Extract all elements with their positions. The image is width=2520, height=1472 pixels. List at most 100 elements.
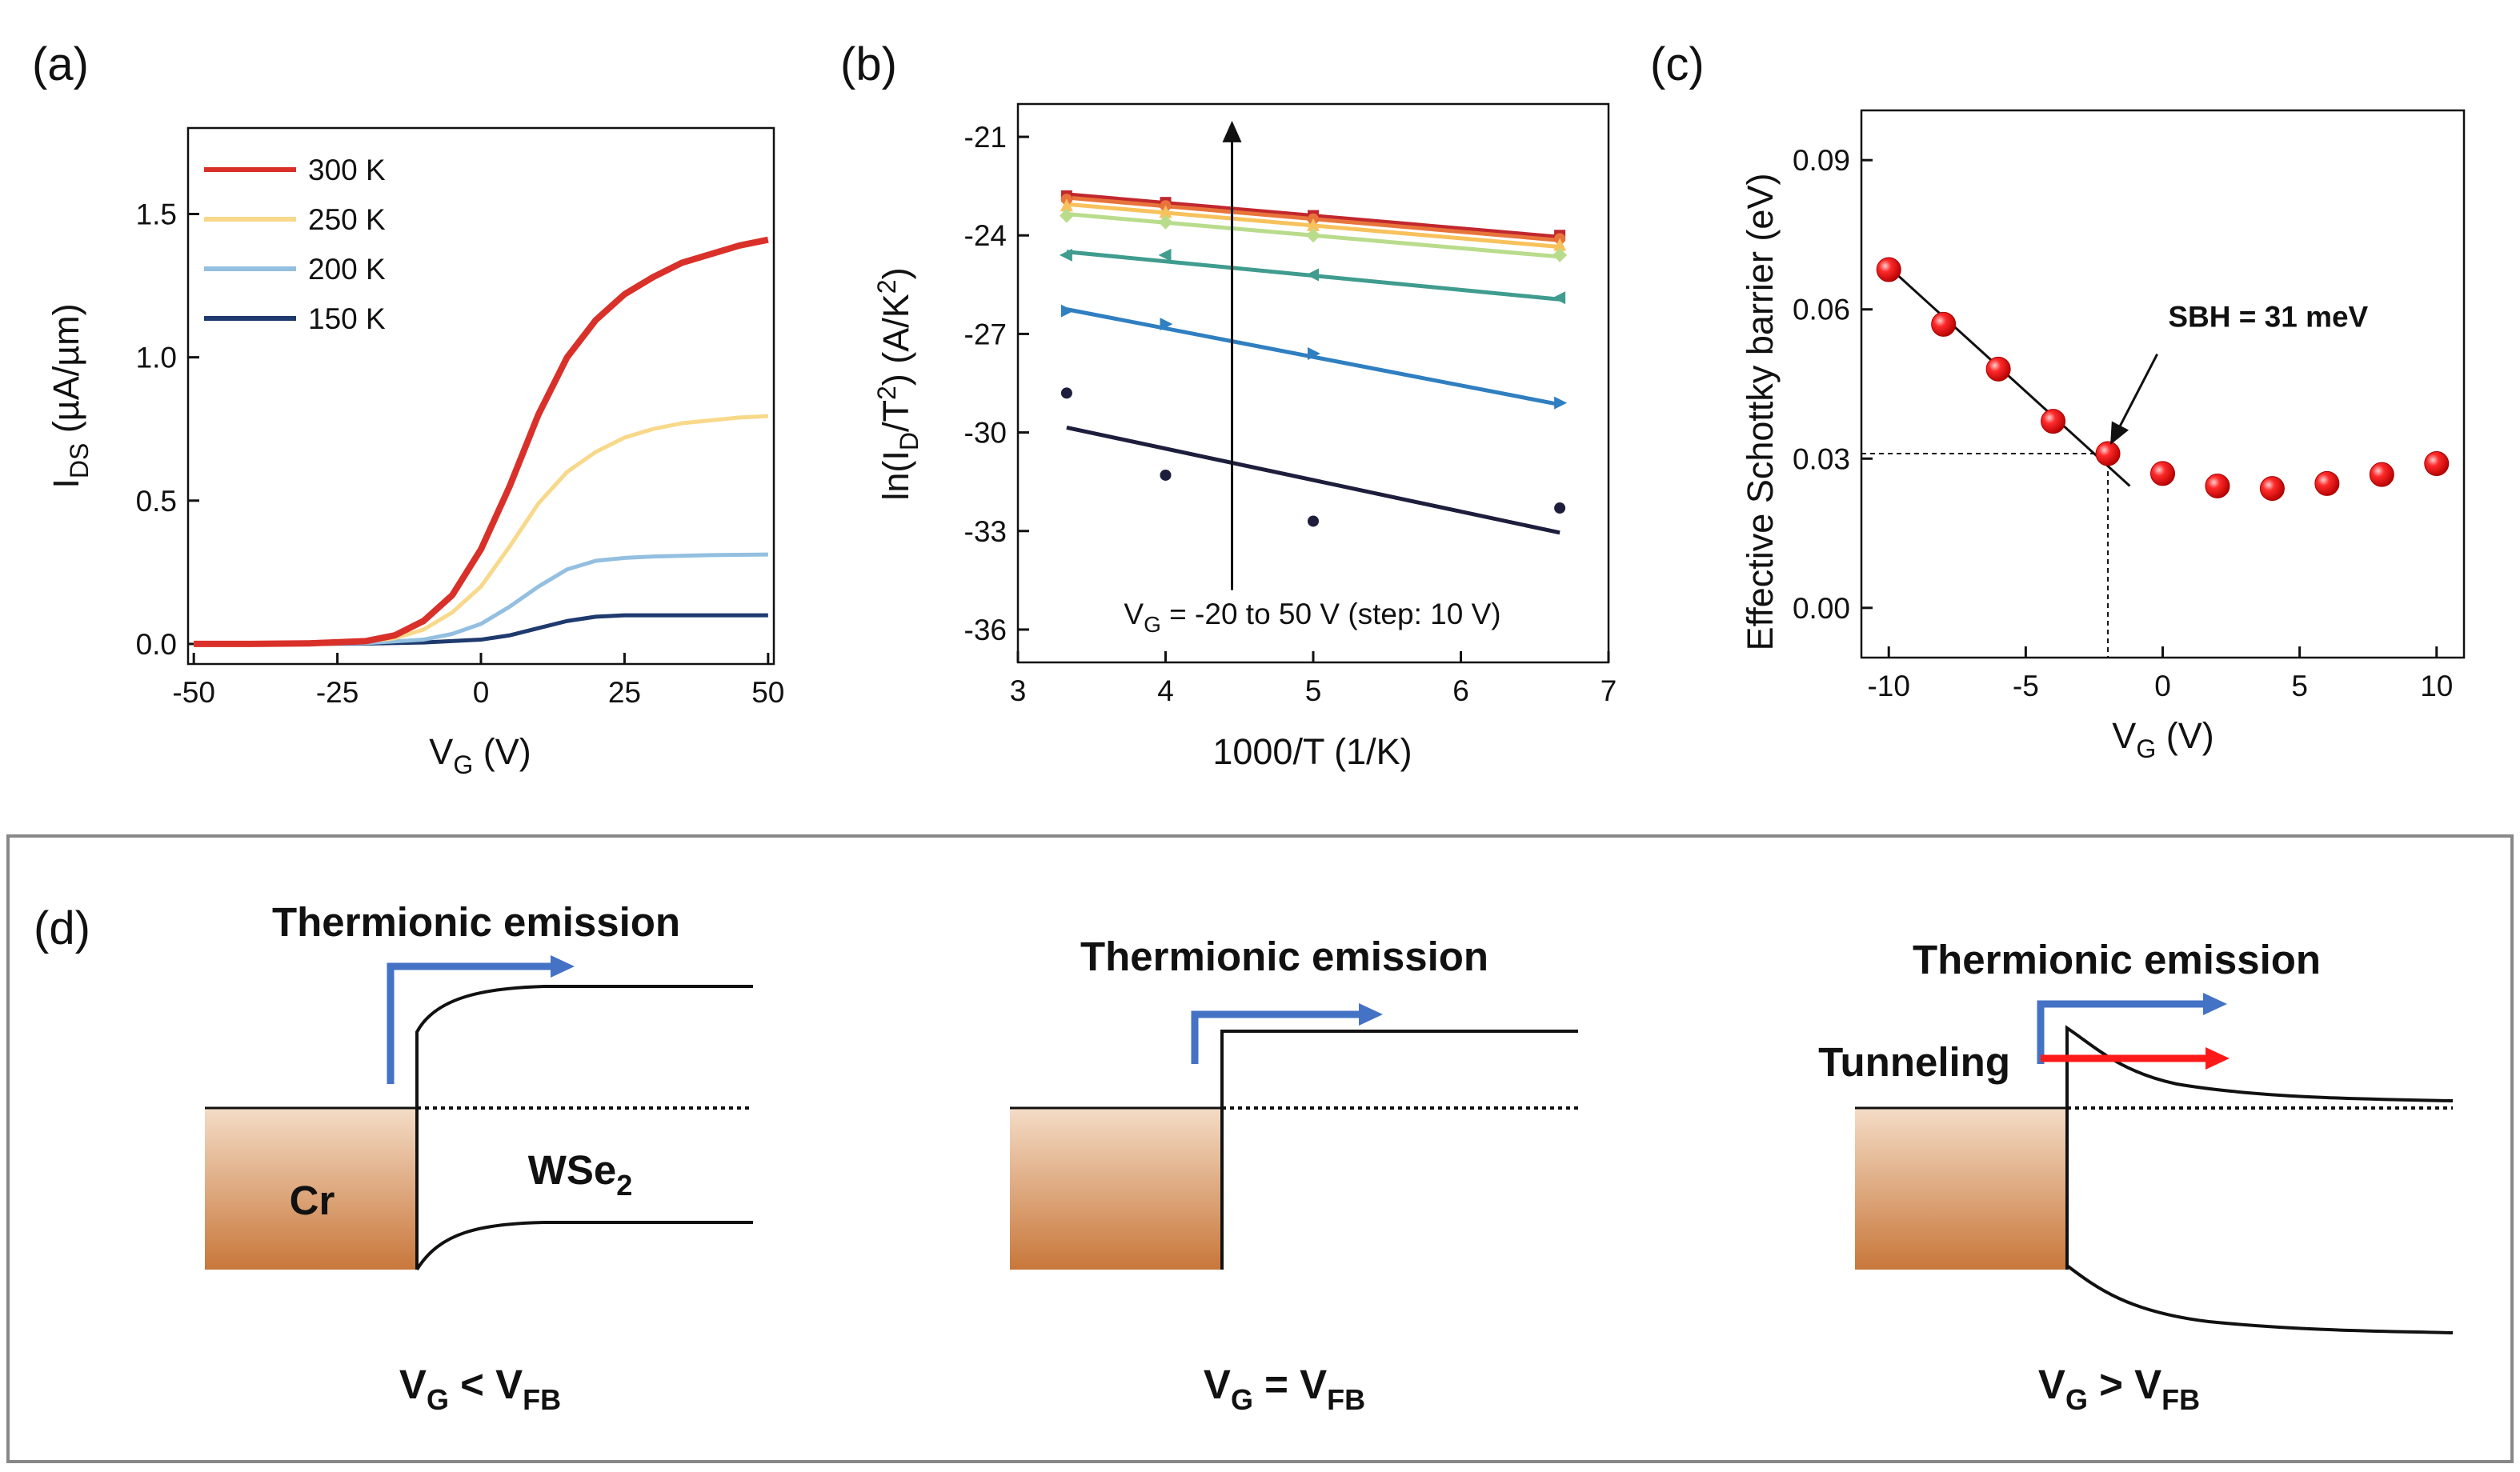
- panel-b-ylabel: ln(ID/T2) (A/K2): [872, 267, 923, 500]
- data-point: [1306, 268, 1319, 282]
- data-point: [1308, 515, 1319, 527]
- panel-c-label: (c): [1650, 38, 1705, 90]
- diagram1-semiconductor-label: WSe2: [528, 1147, 633, 1202]
- panel-a-legend: 300 K 250 K 200 K 150 K: [204, 154, 386, 335]
- diagram3-condition: VG > VFB: [2038, 1362, 2200, 1416]
- panel-c-xtick-label: -10: [1867, 670, 1909, 702]
- data-point: [2041, 409, 2066, 434]
- panel-b-ytick-label: -24: [964, 219, 1007, 252]
- data-point: [1553, 238, 1567, 251]
- data-point: [1552, 247, 1568, 262]
- panel-c-xtick-label: 5: [2291, 670, 2308, 702]
- panel-b-annotation: VG = -20 to 50 V (step: 10 V): [1124, 598, 1500, 637]
- panel-a-xtick-label: 25: [608, 676, 641, 709]
- panel-b-series: [1059, 190, 1568, 527]
- data-point: [2314, 470, 2340, 496]
- panel-b-xtick-label: 4: [1157, 674, 1174, 707]
- panel-c-ytick-label: 0.03: [1793, 442, 1850, 475]
- panel-c-xlabel: VG (V): [2112, 715, 2214, 763]
- diagram2-conduction-band: [1220, 1030, 1578, 1270]
- panel-a-ytick-label: 0.5: [136, 485, 177, 518]
- data-point: [1059, 208, 1074, 223]
- panel-b-label: (b): [840, 38, 897, 90]
- legend-label: 150 K: [308, 302, 386, 335]
- data-point: [2205, 473, 2230, 498]
- panel-b-ytick-label: -36: [964, 614, 1007, 646]
- data-point: [1159, 205, 1172, 218]
- panel-a-ytick-label: 1.5: [136, 198, 177, 230]
- legend-label: 250 K: [308, 203, 386, 236]
- diagram1-conduction-band: [415, 985, 753, 1270]
- diagram1-metal-label: Cr: [290, 1178, 335, 1223]
- diagram3-conduction-band: [2065, 1025, 2454, 1270]
- panel-b: (b) 3 4 5 6 7 -21 -24 -27 -30 -33 -36 VG = -20 to …: [840, 38, 1617, 772]
- panel-c-ytick-label: 0.00: [1793, 592, 1850, 625]
- panel-a-xlabel: VG (V): [429, 731, 531, 779]
- panel-a-xtick-label: 50: [751, 676, 784, 709]
- data-point: [1554, 502, 1566, 514]
- diagram2-condition: VG = VFB: [1204, 1362, 1365, 1416]
- data-point: [1308, 347, 1320, 361]
- panel-a-series: [194, 236, 769, 647]
- data-point: [2424, 450, 2450, 476]
- panel-c-annotation-arrow: [2110, 354, 2158, 445]
- panel-c-guides: [1861, 453, 2109, 658]
- band-diagram-accumulation: Thermionic emission Cr WSe2 VG < VFB: [205, 899, 753, 1416]
- panel-b-ytick-label: -33: [964, 515, 1007, 548]
- diagram3-tunneling-arrowhead: [2206, 1047, 2230, 1070]
- data-point: [1985, 356, 2011, 382]
- diagram3-metal-block: [1855, 1108, 2067, 1270]
- data-point: [2369, 462, 2394, 487]
- diagram3-title: Thermionic emission: [1913, 937, 2321, 982]
- diagram2-title: Thermionic emission: [1080, 934, 1488, 979]
- panel-d: (d) Thermionic emission Cr WSe2 VG < VFB…: [6, 834, 2514, 1463]
- data-point: [1060, 304, 1074, 318]
- data-point: [1060, 387, 1072, 399]
- panel-d-frame: [6, 834, 2514, 1463]
- panel-c-xtick-label: 10: [2420, 670, 2453, 702]
- data-point: [1306, 228, 1320, 243]
- data-point: [2095, 441, 2121, 466]
- panel-c-axes-frame: [1860, 109, 2466, 659]
- legend-label: 200 K: [308, 253, 386, 286]
- diagram2-metal-block: [1010, 1108, 1222, 1270]
- diagram1-valence-band: [415, 1221, 753, 1271]
- panel-b-xtick-label: 7: [1601, 674, 1617, 707]
- data-point: [1158, 214, 1173, 230]
- panel-c-annotation: SBH = 31 meV: [2168, 300, 2368, 333]
- panel-b-xtick-label: 5: [1305, 674, 1322, 707]
- fit-line: [1066, 425, 1560, 535]
- diagram1-thermionic-arrowhead: [551, 955, 575, 978]
- series-line-250K: [194, 414, 768, 646]
- panel-c-ytick-label: 0.06: [1793, 294, 1850, 326]
- data-point: [1552, 291, 1566, 305]
- panel-c-ylabel: Effective Schottky barrier (eV): [1740, 174, 1781, 651]
- diagram3-thermionic-arrow: [2037, 1000, 2205, 1064]
- panel-b-ytick-label: -30: [964, 417, 1007, 450]
- data-point: [1158, 248, 1172, 262]
- data-point: [1160, 318, 1173, 331]
- data-point: [1876, 257, 1901, 282]
- data-point: [1059, 248, 1072, 262]
- panel-a-label: (a): [32, 38, 89, 90]
- panel-b-xtick-label: 3: [1010, 674, 1027, 707]
- panel-c-xtick-label: 0: [2154, 670, 2171, 702]
- series-line-300K: [194, 236, 769, 647]
- data-point: [2150, 461, 2175, 486]
- panel-a-ylabel: IDS (µA/µm): [46, 303, 94, 488]
- band-diagram-flatband: Thermionic emission VG = VFB: [1010, 934, 1578, 1416]
- band-diagram-depletion: Thermionic emission Tunneling VG > VFB: [1818, 937, 2454, 1416]
- panel-a-ytick-label: 1.0: [136, 342, 177, 374]
- diagram3-valence-band: [2065, 1264, 2454, 1334]
- panel-a-xtick-label: -25: [316, 676, 359, 709]
- panel-c-xtick-label: -5: [2013, 670, 2039, 702]
- data-point: [1160, 469, 1172, 481]
- data-point: [1554, 396, 1568, 410]
- panel-a: (a) -50 -25 0 25 50 0.0 0.5 1.0 1.5 300 K 250 K 20…: [32, 38, 784, 779]
- data-point: [1931, 311, 1957, 337]
- panel-b-xtick-label: 6: [1452, 674, 1469, 707]
- legend-label: 300 K: [308, 154, 386, 186]
- panel-c-ticks: -10 -5 0 5 10 0.00 0.03 0.06 0.09: [1793, 144, 2453, 702]
- panel-a-ytick-label: 0.0: [136, 628, 177, 661]
